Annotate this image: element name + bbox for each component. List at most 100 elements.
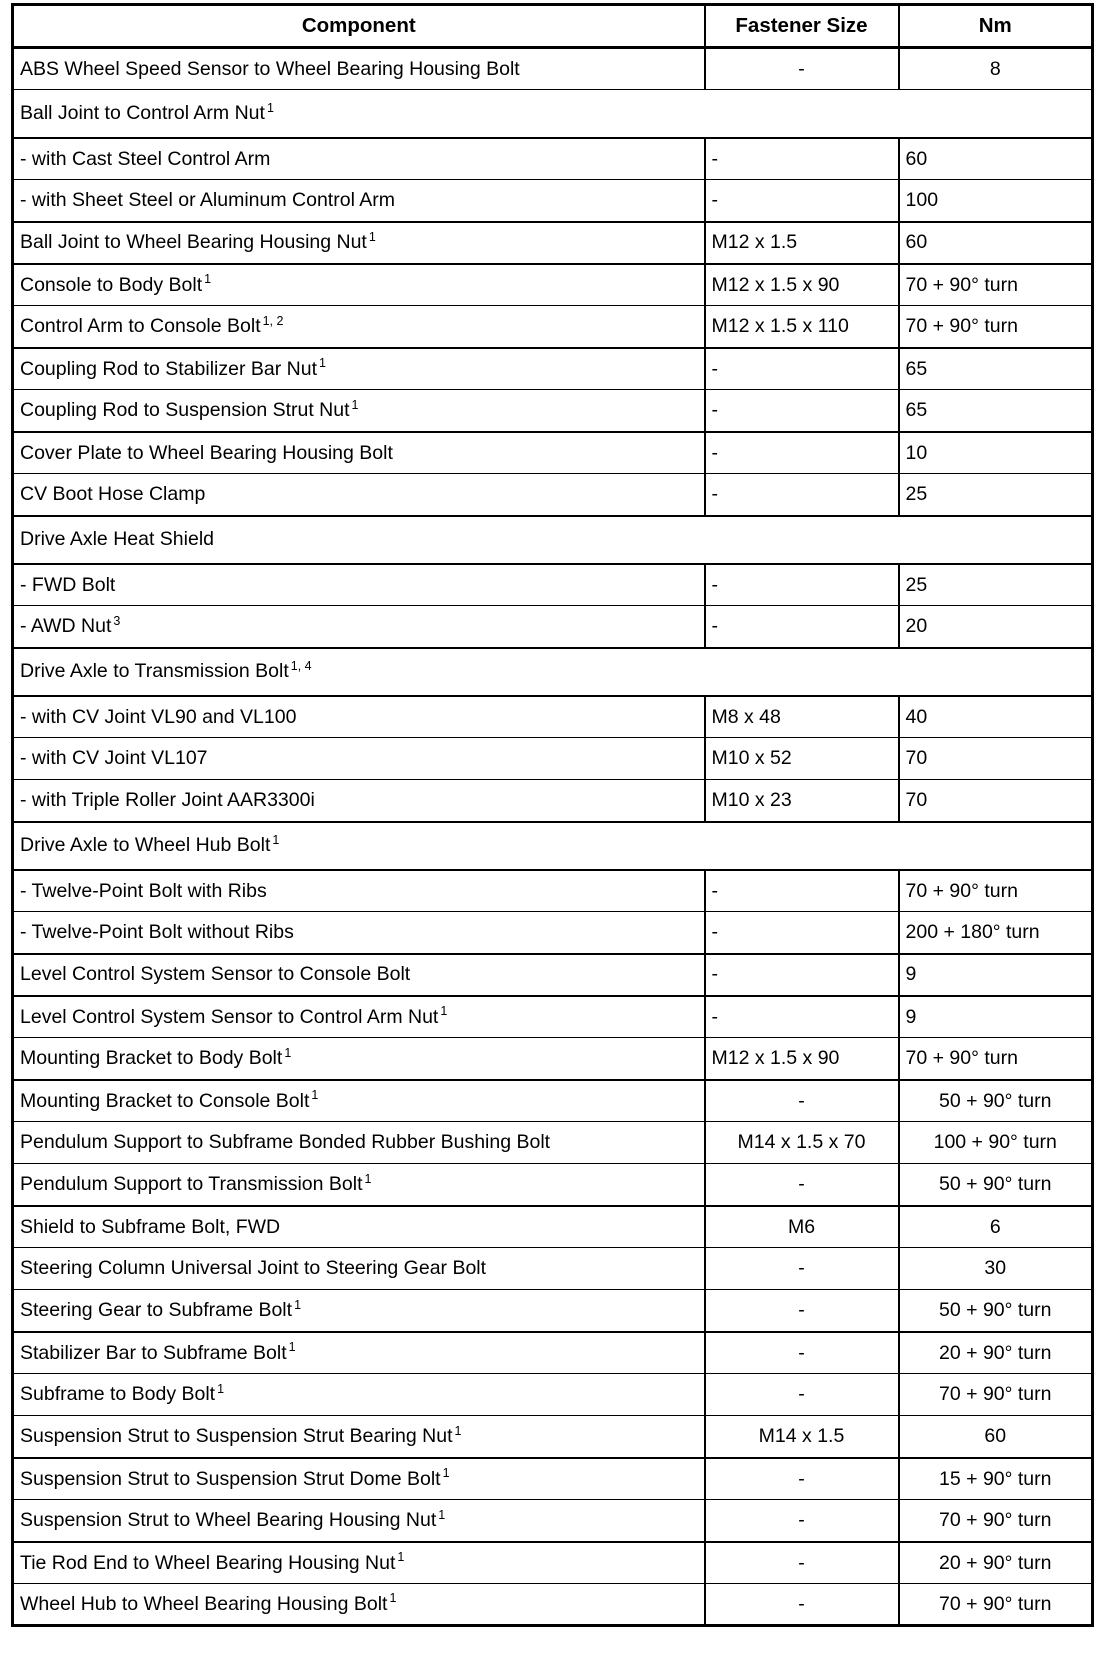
table-row: Mounting Bracket to Console Bolt 1-50 + 9… <box>12 1078 1093 1122</box>
footnote-reference: 1 <box>294 1297 302 1312</box>
table-row: Control Arm to Console Bolt 1, 2 M12 x 1.5… <box>12 305 1093 349</box>
cell-component: Level Control System Sensor to Console B… <box>12 952 706 997</box>
footnote-reference: 1, 2 <box>262 313 284 328</box>
cell-nm: 65 <box>897 389 1093 433</box>
table-row: Coupling Rod to Suspension Strut Nut 1-65 <box>12 389 1093 433</box>
table-body: ABS Wheel Speed Sensor to Wheel Bearing … <box>12 47 1093 1626</box>
cell-component: Coupling Rod to Suspension Strut Nut 1 <box>12 389 706 433</box>
cell-fastener-size: M14 x 1.5 x 70 <box>703 1121 900 1164</box>
cell-nm: 50 + 90° turn <box>897 1163 1093 1207</box>
footnote-reference: 1 <box>204 272 212 287</box>
cell-fastener-size: - <box>703 1247 900 1290</box>
table-group-row: Drive Axle to Transmission Bolt 1, 4 <box>12 646 1093 697</box>
cell-component: Steering Column Universal Joint to Steer… <box>12 1247 706 1290</box>
cell-nm: 25 <box>897 562 1093 606</box>
cell-nm: 50 + 90° turn <box>897 1078 1093 1122</box>
cell-nm: 100 <box>897 179 1093 223</box>
torque-specifications-table-container: Component Fastener Size Nm ABS Wheel Spe… <box>11 3 1094 1627</box>
table-row: ABS Wheel Speed Sensor to Wheel Bearing … <box>12 47 1093 90</box>
cell-component: - Twelve-Point Bolt with Ribs <box>12 868 706 912</box>
cell-component: Mounting Bracket to Body Bolt 1 <box>12 1037 706 1081</box>
cell-component: Shield to Subframe Bolt, FWD <box>12 1204 706 1248</box>
cell-component: Tie Rod End to Wheel Bearing Housing Nut… <box>12 1540 706 1584</box>
table-group-row: Drive Axle Heat Shield <box>12 514 1093 565</box>
cell-fastener-size: - <box>703 179 900 223</box>
column-header-component: Component <box>12 4 706 49</box>
table-row: - with Triple Roller Joint AAR3300i M10 x… <box>12 779 1093 823</box>
cell-fastener-size: - <box>703 952 900 997</box>
table-row: Suspension Strut to Suspension Strut Bea… <box>12 1415 1093 1459</box>
cell-fastener-size: M12 x 1.5 x 90 <box>703 262 900 306</box>
cell-fastener-size: - <box>703 868 900 912</box>
cell-fastener-size: - <box>703 1583 900 1626</box>
footnote-reference: 1 <box>454 1423 462 1438</box>
footnote-reference: 1, 4 <box>290 658 312 673</box>
cell-component: Coupling Rod to Stabilizer Bar Nut 1 <box>12 346 706 390</box>
table-row: Steering Column Universal Joint to Steer… <box>12 1247 1093 1290</box>
table-row: Wheel Hub to Wheel Bearing Housing Bolt 1… <box>12 1583 1093 1626</box>
cell-component: - with Triple Roller Joint AAR3300i <box>12 779 706 823</box>
table-row: Shield to Subframe Bolt, FWD M6 6 <box>12 1204 1093 1248</box>
cell-nm: 70 <box>897 737 1093 780</box>
cell-fastener-size: - <box>703 1373 900 1416</box>
cell-fastener-size: - <box>703 47 900 90</box>
cell-component: Control Arm to Console Bolt 1, 2 <box>12 305 706 349</box>
cell-nm: 70 + 90° turn <box>897 1373 1093 1416</box>
cell-fastener-size: - <box>703 1078 900 1122</box>
cell-component: Cover Plate to Wheel Bearing Housing Bol… <box>12 430 706 474</box>
footnote-reference: 3 <box>113 613 121 628</box>
cell-component: Suspension Strut to Wheel Bearing Housin… <box>12 1499 706 1543</box>
footnote-reference: 1 <box>217 1381 225 1396</box>
table-row: CV Boot Hose Clamp -25 <box>12 473 1093 517</box>
cell-fastener-size: - <box>703 1163 900 1207</box>
cell-nm: 20 + 90° turn <box>897 1540 1093 1584</box>
table-row: - Twelve-Point Bolt with Ribs -70 + 90° t… <box>12 868 1093 912</box>
cell-component: Wheel Hub to Wheel Bearing Housing Bolt 1 <box>12 1583 706 1626</box>
cell-nm: 10 <box>897 430 1093 474</box>
cell-fastener-size: M10 x 52 <box>703 737 900 780</box>
table-row: Level Control System Sensor to Control A… <box>12 994 1093 1038</box>
cell-component: Pendulum Support to Subframe Bonded Rubb… <box>12 1121 706 1164</box>
cell-nm: 20 <box>897 605 1093 649</box>
cell-fastener-size: - <box>703 1540 900 1584</box>
table-row: Mounting Bracket to Body Bolt 1 M12 x 1.5 … <box>12 1037 1093 1081</box>
cell-nm: 60 <box>897 136 1093 180</box>
table-row: - with Cast Steel Control Arm -60 <box>12 136 1093 180</box>
cell-fastener-size: M14 x 1.5 <box>703 1415 900 1459</box>
table-row: Level Control System Sensor to Console B… <box>12 952 1093 997</box>
footnote-reference: 1 <box>272 832 280 847</box>
table-row: Console to Body Bolt 1 M12 x 1.5 x 90 70 + … <box>12 262 1093 306</box>
cell-nm: 8 <box>897 47 1093 90</box>
footnote-reference: 1 <box>351 397 359 412</box>
table-row: Suspension Strut to Suspension Strut Dom… <box>12 1456 1093 1500</box>
table-header-row: Component Fastener Size Nm <box>12 4 1093 49</box>
cell-fastener-size: - <box>703 911 900 955</box>
cell-component: Suspension Strut to Suspension Strut Bea… <box>12 1415 706 1459</box>
cell-nm: 9 <box>897 994 1093 1038</box>
cell-component: Drive Axle to Wheel Hub Bolt 1 <box>12 820 1093 871</box>
cell-component: Subframe to Body Bolt 1 <box>12 1373 706 1416</box>
cell-component: Console to Body Bolt 1 <box>12 262 706 306</box>
table-row: - AWD Nut 3-20 <box>12 605 1093 649</box>
footnote-reference: 1 <box>284 1045 292 1060</box>
table-row: Suspension Strut to Wheel Bearing Housin… <box>12 1499 1093 1543</box>
cell-nm: 15 + 90° turn <box>897 1456 1093 1500</box>
cell-fastener-size: M12 x 1.5 x 110 <box>703 305 900 349</box>
table-row: Cover Plate to Wheel Bearing Housing Bol… <box>12 430 1093 474</box>
cell-component: Drive Axle to Transmission Bolt 1, 4 <box>12 646 1093 697</box>
cell-nm: 65 <box>897 346 1093 390</box>
cell-nm: 70 + 90° turn <box>897 868 1093 912</box>
cell-fastener-size: - <box>703 1289 900 1333</box>
cell-nm: 200 + 180° turn <box>897 911 1093 955</box>
footnote-reference: 1 <box>397 1550 405 1565</box>
footnote-reference: 1 <box>389 1591 397 1606</box>
footnote-reference: 1 <box>288 1340 296 1355</box>
cell-component: - AWD Nut 3 <box>12 605 706 649</box>
cell-component: - with Cast Steel Control Arm <box>12 136 706 180</box>
footnote-reference: 1 <box>440 1004 448 1019</box>
cell-component: Steering Gear to Subframe Bolt 1 <box>12 1289 706 1333</box>
table-header: Component Fastener Size Nm <box>12 4 1093 49</box>
cell-component: - with CV Joint VL107 <box>12 737 706 780</box>
table-group-row: Drive Axle to Wheel Hub Bolt 1 <box>12 820 1093 871</box>
cell-fastener-size: M12 x 1.5 x 90 <box>703 1037 900 1081</box>
